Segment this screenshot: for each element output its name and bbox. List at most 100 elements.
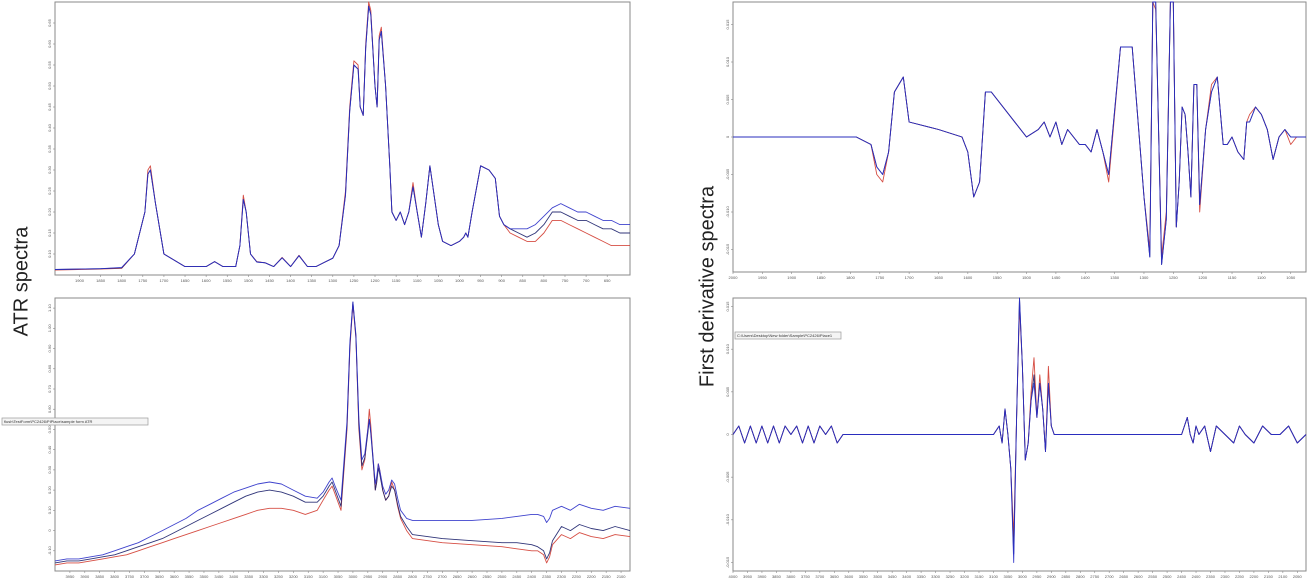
x-tick-label: 1650	[934, 275, 944, 280]
series-line-red	[732, 306, 1307, 538]
y-tick-label: 0.90	[47, 344, 52, 353]
x-tick-label: 2100	[1278, 574, 1288, 579]
deriv-top-plot: 2000 1950 1900 1850 1800 1750 1700 1650 1600 1550…	[725, 1, 1307, 280]
x-tick-label: 4000	[729, 574, 739, 579]
x-tick-label: 1300	[1140, 275, 1150, 280]
x-tick-label: 3500	[200, 574, 210, 579]
x-tick-label: 850	[519, 278, 526, 283]
series-line-blue	[733, 1, 1306, 265]
series-line-red	[54, 303, 631, 566]
y-tick-label: 0.015	[725, 301, 730, 312]
x-tick-label: 3250	[274, 574, 284, 579]
x-tick-label: 1600	[963, 275, 973, 280]
x-tick-label: 2550	[483, 574, 493, 579]
x-tick-label: 3300	[259, 574, 269, 579]
x-tick-label: 2350	[1206, 574, 1216, 579]
x-tick-label: 1300	[328, 278, 338, 283]
x-tick-label: 2850	[1061, 574, 1071, 579]
x-tick-label: 3800	[786, 574, 796, 579]
x-tick-label: 1750	[138, 278, 148, 283]
x-tick-label: 2300	[557, 574, 567, 579]
y-tick-label: 0.005	[725, 94, 730, 105]
y-tick-label: 0.30	[47, 165, 52, 174]
x-tick-label: 2650	[453, 574, 463, 579]
x-tick-label: 1400	[286, 278, 296, 283]
x-tick-label: 3850	[95, 574, 105, 579]
y-tick-label: 0.70	[47, 384, 52, 393]
x-tick-label: 2400	[1192, 574, 1202, 579]
y-tick-label: -0.010	[725, 206, 730, 218]
x-tick-label: 2650	[1119, 574, 1129, 579]
y-tick-label: 0.30	[47, 465, 52, 474]
y-tick-label: 0.015	[725, 19, 730, 30]
y-tick-label: 0.50	[47, 425, 52, 434]
y-tick-label: 0.35	[47, 144, 52, 153]
x-tick-label: 2400	[527, 574, 537, 579]
x-tick-label: 3100	[319, 574, 329, 579]
y-tick-label: 0.010	[725, 56, 730, 67]
x-tick-label: 750	[562, 278, 569, 283]
series-line-navy	[54, 5, 630, 270]
y-tick-label: 0.40	[47, 445, 52, 454]
x-tick-label: 3700	[815, 574, 825, 579]
y-tick-label: 0.20	[47, 485, 52, 494]
x-tick-label: 1450	[265, 278, 275, 283]
y-tick-label: 0.005	[725, 386, 730, 397]
x-tick-label: 1150	[392, 278, 401, 283]
series-line-red	[54, 1, 630, 271]
y-tick-label: 0.010	[725, 343, 730, 354]
y-tick-label: 0.65	[47, 18, 52, 27]
x-tick-label: 3500	[873, 574, 883, 579]
x-tick-label: 1400	[1081, 275, 1091, 280]
x-tick-label: 1700	[159, 278, 169, 283]
tooltip-box	[734, 331, 842, 340]
x-tick-label: 2200	[1249, 574, 1259, 579]
x-tick-label: 3150	[304, 574, 314, 579]
y-tick-label: 0.80	[47, 364, 52, 373]
x-tick-label: 3400	[229, 574, 239, 579]
x-tick-label: 3550	[859, 574, 869, 579]
y-tick-label: 0.40	[47, 123, 52, 132]
y-tick-label: -0.10	[47, 545, 52, 555]
x-tick-label: 3800	[110, 574, 120, 579]
series-line-navy	[54, 301, 631, 564]
x-tick-label: 2750	[423, 574, 433, 579]
plot-frame	[54, 297, 631, 572]
x-tick-label: 3400	[902, 574, 912, 579]
x-tick-label: 2900	[378, 574, 388, 579]
x-tick-label: 3100	[989, 574, 999, 579]
x-tick-label: 2250	[1235, 574, 1245, 579]
x-tick-label: 1100	[1257, 275, 1266, 280]
x-tick-label: 1250	[1169, 275, 1179, 280]
x-tick-label: 3850	[772, 574, 782, 579]
x-tick-label: 1850	[96, 278, 106, 283]
x-tick-label: 2600	[468, 574, 478, 579]
x-tick-label: 2950	[1032, 574, 1042, 579]
y-tick-label: -0.015	[725, 243, 730, 255]
x-tick-label: 2250	[572, 574, 582, 579]
x-tick-label: 3750	[125, 574, 135, 579]
x-tick-label: 1350	[1110, 275, 1120, 280]
x-tick-label: 3900	[80, 574, 90, 579]
y-tick-label: 0.25	[47, 186, 52, 195]
x-tick-label: 1050	[1286, 275, 1296, 280]
x-tick-label: 2900	[1047, 574, 1057, 579]
x-tick-label: 650	[604, 278, 611, 283]
x-tick-label: 3650	[830, 574, 840, 579]
x-tick-label: 1800	[846, 275, 856, 280]
tooltip-text: flush\TestForm\PC2426\PIPlace\sample for…	[4, 419, 93, 424]
deriv-bottom-plot: 4000 3950 3900 3850 3800 3750 3700 3650 3600 3550…	[725, 297, 1307, 579]
y-tick-label: -0.015	[725, 556, 730, 568]
x-tick-label: 3150	[975, 574, 985, 579]
x-tick-label: 2600	[1134, 574, 1144, 579]
x-tick-label: 1650	[181, 278, 191, 283]
x-tick-label: 1700	[905, 275, 915, 280]
x-tick-label: 3650	[155, 574, 165, 579]
y-tick-label: 0.60	[47, 39, 52, 48]
tooltip-box	[1, 417, 149, 426]
x-tick-label: 1450	[1051, 275, 1061, 280]
x-tick-label: 2700	[1105, 574, 1115, 579]
file-path-tooltip: C:\Users\Desktop\New folder\Sample\PC242…	[734, 331, 842, 340]
x-tick-label: 2550	[1148, 574, 1158, 579]
